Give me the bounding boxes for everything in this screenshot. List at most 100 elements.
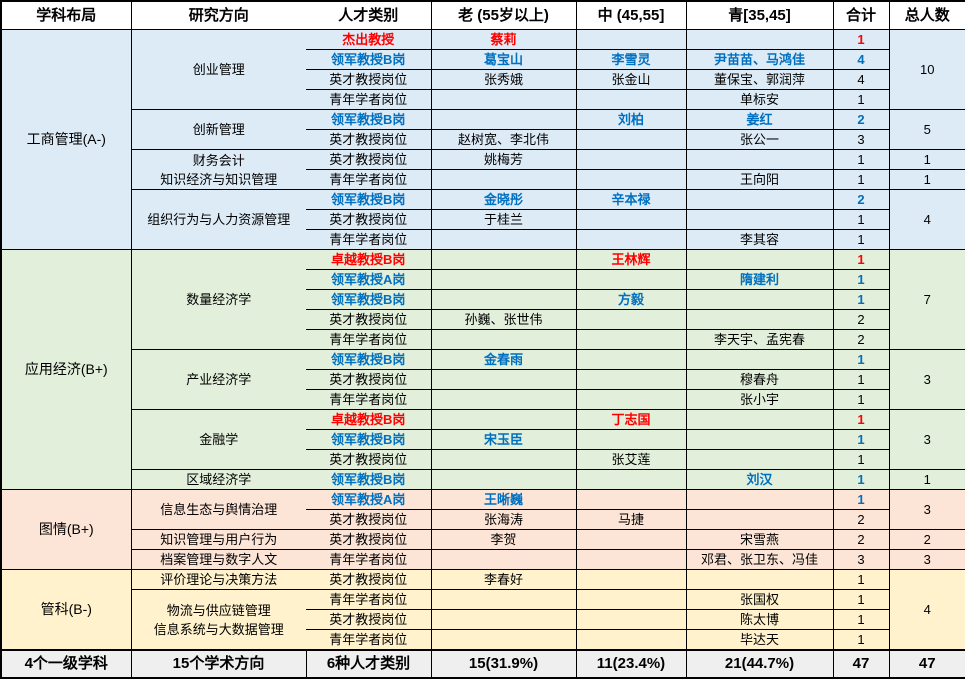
old-name-cell: 蔡莉 (430, 29, 577, 50)
young-name-cell (685, 149, 834, 170)
young-name-cell: 董保宝、郭润萍 (685, 69, 834, 90)
direction-cell: 评价理论与决策方法 (130, 569, 306, 590)
direction-cell: 物流与供应链管理 信息系统与大数据管理 (130, 589, 306, 651)
subtotal-cell: 1 (832, 89, 890, 110)
grand-total-cell: 7 (888, 249, 965, 350)
direction-label: 产业经济学 (186, 372, 252, 387)
middle-name-cell (575, 309, 687, 330)
subtotal-cell: 1 (832, 589, 890, 610)
old-name-cell (430, 249, 577, 270)
summary-subtotal: 47 (832, 649, 890, 679)
old-name-cell (430, 369, 577, 390)
talent-category-cell: 英才教授岗位 (306, 69, 432, 90)
old-name-cell: 金春雨 (430, 349, 577, 370)
young-name-cell (685, 349, 834, 370)
young-name-cell (685, 209, 834, 230)
old-name-cell (430, 449, 577, 470)
subtotal-cell: 4 (832, 49, 890, 70)
talent-category-cell: 英才教授岗位 (306, 509, 432, 530)
direction-label: 创业管理 (192, 62, 245, 77)
talent-category-cell: 青年学者岗位 (306, 389, 432, 410)
middle-name-cell (575, 329, 687, 350)
grand-total-cell: 3 (888, 349, 965, 410)
old-name-cell (430, 329, 577, 350)
direction-cell: 数量经济学 (130, 249, 306, 350)
subtotal-cell: 3 (832, 129, 890, 150)
table-row: 领军教授B岗 宋玉臣 1 (1, 429, 965, 450)
summary-middle-count: 11(23.4%) (575, 649, 687, 679)
middle-name-cell: 辛本禄 (575, 189, 687, 210)
talent-category-cell: 卓越教授B岗 (306, 409, 432, 430)
summary-young-count: 21(44.7%) (685, 649, 834, 679)
middle-name-cell (575, 369, 687, 390)
subtotal-cell: 1 (832, 269, 890, 290)
direction-cell: 创新管理 (130, 109, 306, 150)
table-row: 应用经济(B+) 数量经济学 卓越教授B岗 王林辉 1 7 (0, 249, 965, 490)
talent-category-cell: 青年学者岗位 (306, 329, 432, 350)
middle-name-cell: 张金山 (575, 69, 687, 90)
direction-label: 金融学 (199, 432, 239, 447)
young-name-cell (685, 289, 834, 310)
table-row: 知识管理与用户行为 英才教授岗位 李贺 宋雪燕 2 2 (1, 529, 965, 550)
middle-name-cell: 丁志国 (575, 409, 687, 430)
young-name-cell: 单标安 (685, 89, 834, 110)
old-name-cell: 宋玉臣 (430, 429, 577, 450)
header-direction: 研究方向 (130, 0, 306, 30)
table-row: 领军教授A岗 隋建利 1 (1, 269, 965, 290)
table-row: 英才教授岗位 穆春舟 1 (1, 369, 965, 390)
direction-label: 数量经济学 (186, 292, 252, 307)
direction-label: 评价理论与决策方法 (160, 572, 278, 587)
direction-label: 创新管理 (192, 122, 245, 137)
old-name-cell: 金晓彤 (430, 189, 577, 210)
subtotal-cell: 1 (832, 349, 890, 370)
talent-category-cell: 英才教授岗位 (306, 449, 432, 470)
old-name-cell: 李春好 (430, 569, 577, 590)
table-row: 青年学者岗位 李天宇、孟宪春 2 (1, 329, 965, 350)
summary-talent-count: 6种人才类别 (305, 649, 432, 679)
old-name-cell: 于桂兰 (430, 209, 577, 230)
young-name-cell: 张小宇 (685, 389, 834, 410)
talent-category-cell: 英才教授岗位 (306, 609, 432, 630)
direction-cell: 产业经济学 (130, 349, 306, 410)
old-name-cell: 李贺 (430, 529, 577, 550)
young-name-cell: 张国权 (685, 589, 834, 610)
table-row: 产业经济学 领军教授B岗 金春雨 1 3 (1, 349, 965, 410)
grand-total-cell: 2 (888, 529, 965, 550)
subtotal-cell: 1 (832, 429, 890, 450)
header-grand-total: 总人数 (888, 0, 965, 30)
young-name-cell: 刘汉 (685, 469, 834, 490)
subtotal-cell: 3 (832, 549, 890, 570)
talent-category-cell: 英才教授岗位 (306, 529, 432, 550)
direction-cell: 知识管理与用户行为 (130, 529, 306, 550)
old-name-cell (430, 469, 577, 490)
young-name-cell: 邓君、张卫东、冯佳 (685, 549, 834, 570)
young-name-cell: 宋雪燕 (685, 529, 834, 550)
grand-total-cell: 5 (888, 109, 965, 150)
direction-label: 档案管理与数字人文 (160, 552, 278, 567)
table-row: 青年学者岗位 王向阳 1 1 (1, 169, 965, 190)
direction-cell: 信息生态与舆情治理 (130, 489, 306, 530)
old-name-cell: 王晰巍 (430, 489, 577, 510)
summary-discipline-count: 4个一级学科 (0, 649, 132, 679)
middle-name-cell (575, 169, 687, 190)
old-name-cell: 张秀娥 (430, 69, 577, 90)
talent-category-cell: 青年学者岗位 (306, 549, 432, 570)
direction-cell: 区域经济学 (130, 469, 306, 490)
subtotal-cell: 1 (832, 229, 890, 250)
middle-name-cell (575, 349, 687, 370)
young-name-cell: 陈太博 (685, 609, 834, 630)
direction-cell: 金融学 (130, 409, 306, 470)
subtotal-cell: 1 (832, 569, 890, 590)
middle-name-cell (575, 149, 687, 170)
talent-category-cell: 领军教授B岗 (306, 349, 432, 370)
discipline-cell: 图情(B+) (0, 489, 132, 570)
middle-name-cell: 张艾莲 (575, 449, 687, 470)
middle-name-cell: 王林辉 (575, 249, 687, 270)
young-name-cell (685, 429, 834, 450)
young-name-cell: 张公一 (685, 129, 834, 150)
subtotal-cell: 2 (832, 109, 890, 130)
old-name-cell (430, 289, 577, 310)
middle-name-cell (575, 529, 687, 550)
talent-category-cell: 青年学者岗位 (306, 89, 432, 110)
